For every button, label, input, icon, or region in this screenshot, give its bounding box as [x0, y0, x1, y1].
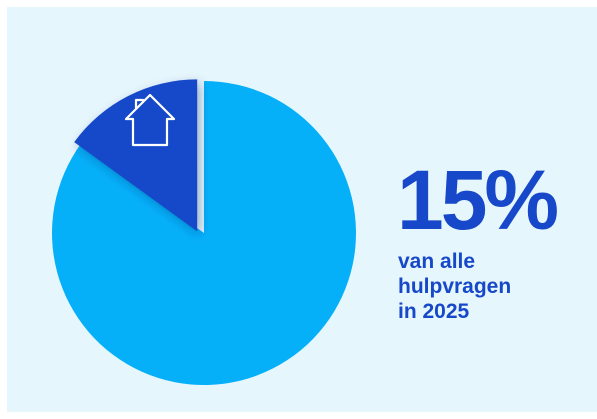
- caption-line-3: in 2025: [398, 299, 470, 323]
- house-icon: [124, 93, 176, 147]
- chart-caption: van alle hulpvragen in 2025: [398, 250, 578, 324]
- caption-line-2: hulpvragen: [398, 274, 512, 298]
- caption-line-1: van alle: [398, 250, 476, 273]
- highlight-percentage: 15%: [397, 153, 559, 247]
- pie-slice-highlight: [74, 79, 198, 232]
- pie-slice-main: [52, 81, 357, 385]
